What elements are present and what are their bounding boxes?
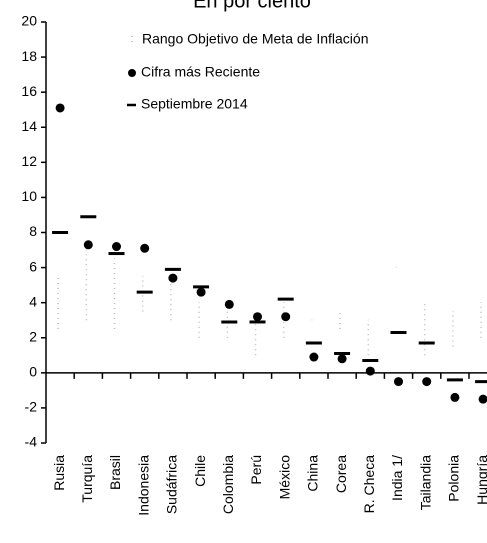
y-tick-label: -2 <box>25 399 38 415</box>
dot-marker <box>309 352 319 362</box>
y-tick-label: 12 <box>21 153 37 169</box>
dot-marker <box>55 103 65 113</box>
y-tick-label: 0 <box>29 364 37 380</box>
y-tick-label: 8 <box>29 223 37 239</box>
dot-marker <box>140 243 150 253</box>
y-tick-label: 18 <box>21 48 37 64</box>
x-tick-label: Colombia <box>220 455 236 514</box>
x-tick-label: Brasil <box>107 455 123 490</box>
y-tick-label: 20 <box>21 13 37 29</box>
y-tick-label: 6 <box>29 258 37 274</box>
x-tick-label: Sudáfrica <box>164 455 180 514</box>
legend-label: Cifra más Reciente <box>141 64 260 80</box>
x-tick-label: Hungría <box>474 455 487 505</box>
dot-marker <box>196 287 206 297</box>
dot-marker <box>478 394 487 404</box>
dot-marker <box>253 312 262 322</box>
y-tick-label: -4 <box>25 434 38 450</box>
x-tick-label: Corea <box>333 455 349 493</box>
dot-marker <box>168 273 178 283</box>
dot-marker <box>224 299 234 309</box>
y-tick-label: 2 <box>29 328 37 344</box>
dot-marker <box>422 377 432 387</box>
dot-marker <box>112 242 121 252</box>
y-tick-label: 16 <box>21 83 37 99</box>
y-tick-label: 4 <box>29 293 37 309</box>
dot-marker <box>450 392 460 402</box>
x-tick-label: Polonia <box>446 455 462 502</box>
y-tick-label: 14 <box>21 118 37 134</box>
x-tick-label: Indonesia <box>135 455 151 516</box>
x-tick-label: India 1/ <box>389 455 405 501</box>
chart-title: En por ciento <box>193 0 311 12</box>
dot-marker <box>365 366 375 376</box>
legend-label: Rango Objetivo de Meta de Inflación <box>142 31 368 47</box>
dot-marker <box>83 240 93 250</box>
x-tick-label: Rusia <box>51 455 67 491</box>
dot-marker <box>281 312 291 322</box>
legend-marker <box>128 69 136 77</box>
dot-marker <box>394 377 403 387</box>
x-tick-label: Perú <box>248 455 264 485</box>
x-tick-label: Chile <box>192 455 208 487</box>
x-tick-label: Tailandia <box>417 455 433 510</box>
y-tick-label: 10 <box>21 188 37 204</box>
legend-label: Septiembre 2014 <box>141 96 248 112</box>
x-tick-label: Turquía <box>79 455 95 503</box>
x-tick-label: China <box>305 455 321 492</box>
dot-marker <box>337 354 347 364</box>
x-tick-label: México <box>276 455 292 500</box>
x-tick-label: R. Checa <box>361 455 377 514</box>
